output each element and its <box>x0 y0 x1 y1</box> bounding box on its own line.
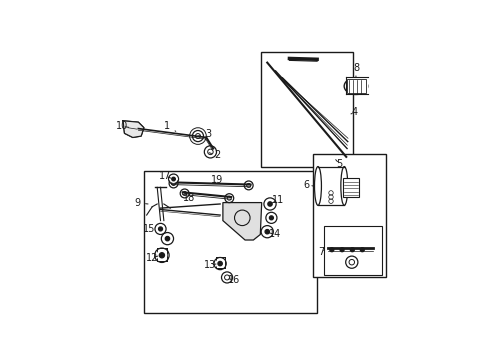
Bar <box>312 154 386 278</box>
Text: 9: 9 <box>134 198 148 208</box>
Circle shape <box>264 230 269 234</box>
Polygon shape <box>223 203 261 240</box>
Bar <box>343 177 358 197</box>
Polygon shape <box>123 121 143 138</box>
Circle shape <box>350 248 354 252</box>
Text: 16: 16 <box>227 275 240 285</box>
Circle shape <box>360 248 364 252</box>
Bar <box>143 171 317 312</box>
Circle shape <box>163 235 171 243</box>
Bar <box>317 167 344 205</box>
Circle shape <box>171 177 175 181</box>
Text: 11: 11 <box>272 195 284 205</box>
Bar <box>346 77 367 94</box>
Text: 13: 13 <box>204 260 216 270</box>
Bar <box>261 51 352 167</box>
Circle shape <box>239 215 245 221</box>
Circle shape <box>218 261 222 266</box>
Text: 12: 12 <box>145 253 158 263</box>
Text: 8: 8 <box>352 63 358 77</box>
Bar <box>157 248 166 261</box>
Text: 6: 6 <box>303 180 312 190</box>
Text: 15: 15 <box>143 225 160 234</box>
Circle shape <box>265 200 273 208</box>
Bar <box>215 257 224 268</box>
Circle shape <box>269 216 273 220</box>
Bar <box>346 79 366 93</box>
Circle shape <box>340 248 344 252</box>
Bar <box>324 226 382 275</box>
Circle shape <box>159 253 164 258</box>
Circle shape <box>267 214 274 221</box>
Circle shape <box>267 202 272 206</box>
Circle shape <box>157 225 164 233</box>
Text: 7: 7 <box>318 247 324 257</box>
Text: 14: 14 <box>269 229 281 239</box>
Text: 17: 17 <box>159 171 171 181</box>
Text: 1: 1 <box>163 121 175 131</box>
Text: 3: 3 <box>198 129 211 139</box>
Text: 2: 2 <box>208 150 220 161</box>
Text: 10: 10 <box>116 121 128 131</box>
Text: 19: 19 <box>211 175 223 185</box>
Circle shape <box>158 227 162 231</box>
Circle shape <box>216 260 224 267</box>
Circle shape <box>157 251 166 260</box>
Text: 18: 18 <box>183 193 195 203</box>
Circle shape <box>170 176 177 182</box>
Circle shape <box>165 237 169 241</box>
Circle shape <box>263 228 271 236</box>
Circle shape <box>329 248 333 252</box>
Text: 4: 4 <box>350 108 357 117</box>
Text: 5: 5 <box>335 159 342 169</box>
